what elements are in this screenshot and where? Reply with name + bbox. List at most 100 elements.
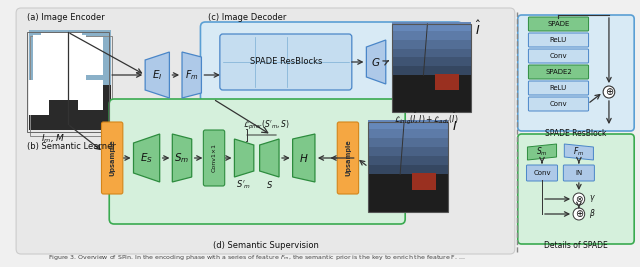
Bar <box>368 156 448 165</box>
Text: $S$: $S$ <box>266 179 273 190</box>
Text: ReLU: ReLU <box>550 85 567 91</box>
Text: $\mathcal{L}_{img}(\hat{I},I)+\mathcal{L}_{adv}(\hat{I})$: $\mathcal{L}_{img}(\hat{I},I)+\mathcal{L… <box>394 111 459 127</box>
Bar <box>78 80 103 110</box>
FancyBboxPatch shape <box>200 22 463 102</box>
Text: $G$: $G$ <box>371 56 381 68</box>
Circle shape <box>573 193 585 205</box>
Text: (a) Image Encoder: (a) Image Encoder <box>27 14 104 22</box>
Bar <box>29 85 111 130</box>
Bar <box>368 165 448 174</box>
Polygon shape <box>366 40 386 84</box>
FancyBboxPatch shape <box>518 15 634 131</box>
Text: $E_S$: $E_S$ <box>140 151 152 165</box>
Circle shape <box>573 208 585 220</box>
Polygon shape <box>172 134 192 182</box>
Bar <box>368 174 448 212</box>
Text: (c) Image Decoder: (c) Image Decoder <box>208 14 287 22</box>
Bar <box>27 32 109 132</box>
Bar <box>368 122 448 212</box>
FancyBboxPatch shape <box>518 134 634 244</box>
FancyBboxPatch shape <box>204 130 225 186</box>
Bar <box>49 35 86 100</box>
Text: $\gamma$: $\gamma$ <box>589 194 596 205</box>
Text: Details of SPADE: Details of SPADE <box>544 241 608 249</box>
Polygon shape <box>564 144 593 160</box>
FancyBboxPatch shape <box>529 33 589 47</box>
Text: Figure 3. Overview of SPIn. In the encoding phase with a series of feature $F_m$: Figure 3. Overview of SPIn. In the encod… <box>48 253 466 261</box>
Bar <box>392 66 471 75</box>
Text: $E_I$: $E_I$ <box>152 68 162 82</box>
Polygon shape <box>234 139 254 177</box>
Bar <box>29 98 111 106</box>
Text: SPADE: SPADE <box>547 21 570 27</box>
FancyBboxPatch shape <box>529 49 589 63</box>
Text: ⊕: ⊕ <box>575 209 583 219</box>
Text: $S'_m$: $S'_m$ <box>236 179 252 191</box>
Text: Conv: Conv <box>533 170 551 176</box>
Polygon shape <box>292 134 315 182</box>
Bar <box>368 129 448 138</box>
Text: SPADE ResBlock: SPADE ResBlock <box>545 128 607 138</box>
Text: $\mathcal{L}_{prior}(S'_m,S)$: $\mathcal{L}_{prior}(S'_m,S)$ <box>243 119 290 132</box>
Bar <box>368 138 448 147</box>
Bar <box>392 49 471 57</box>
FancyBboxPatch shape <box>220 34 352 90</box>
Bar <box>392 31 471 40</box>
Bar <box>29 80 49 115</box>
Text: $H$: $H$ <box>298 152 308 164</box>
FancyBboxPatch shape <box>337 122 358 194</box>
Text: Upsample: Upsample <box>345 140 351 176</box>
Text: $I$: $I$ <box>452 120 458 134</box>
Bar <box>392 75 471 112</box>
Text: SPADE ResBlocks: SPADE ResBlocks <box>250 57 322 66</box>
FancyBboxPatch shape <box>529 97 589 111</box>
FancyBboxPatch shape <box>529 17 589 31</box>
FancyBboxPatch shape <box>529 65 589 79</box>
Polygon shape <box>260 139 279 177</box>
Polygon shape <box>134 134 160 182</box>
Bar <box>29 122 111 130</box>
Circle shape <box>603 86 615 98</box>
Bar <box>392 40 471 49</box>
Bar <box>392 24 471 112</box>
Text: IN: IN <box>575 170 582 176</box>
Bar <box>29 30 111 130</box>
FancyBboxPatch shape <box>529 81 589 95</box>
Text: $S_m$: $S_m$ <box>536 146 548 158</box>
Text: Conv: Conv <box>550 53 567 59</box>
Text: ReLU: ReLU <box>550 37 567 43</box>
Bar <box>412 173 436 190</box>
Text: $S_m$: $S_m$ <box>175 151 189 165</box>
Text: Conv1×1: Conv1×1 <box>212 143 216 172</box>
Text: (b) Semantic Learner: (b) Semantic Learner <box>27 143 116 151</box>
FancyBboxPatch shape <box>527 165 557 181</box>
Bar <box>29 114 111 122</box>
FancyBboxPatch shape <box>102 122 123 194</box>
Polygon shape <box>527 144 557 160</box>
FancyBboxPatch shape <box>563 165 595 181</box>
Text: $F_m$: $F_m$ <box>185 68 198 82</box>
Text: ⊗: ⊗ <box>575 194 582 203</box>
Text: Conv: Conv <box>550 101 567 107</box>
Polygon shape <box>182 52 202 98</box>
Text: ⊕: ⊕ <box>605 87 613 97</box>
Bar <box>392 24 471 112</box>
Bar <box>41 32 83 60</box>
Bar <box>74 37 103 75</box>
Text: Upsample: Upsample <box>109 140 115 176</box>
Text: SPADE2: SPADE2 <box>545 69 572 75</box>
Bar <box>368 120 448 129</box>
Bar <box>29 90 111 98</box>
Polygon shape <box>145 52 170 98</box>
Bar <box>29 106 111 114</box>
Bar <box>33 35 61 80</box>
Text: $\beta$: $\beta$ <box>589 207 596 221</box>
Text: (d) Semantic Supervision: (d) Semantic Supervision <box>213 241 319 249</box>
Bar <box>29 36 112 136</box>
Bar <box>368 122 448 212</box>
Text: $\hat{I}$: $\hat{I}$ <box>475 20 481 38</box>
Text: $I_m$, $M$: $I_m$, $M$ <box>41 133 65 145</box>
Bar <box>392 57 471 66</box>
FancyBboxPatch shape <box>109 99 405 224</box>
Bar <box>368 147 448 156</box>
